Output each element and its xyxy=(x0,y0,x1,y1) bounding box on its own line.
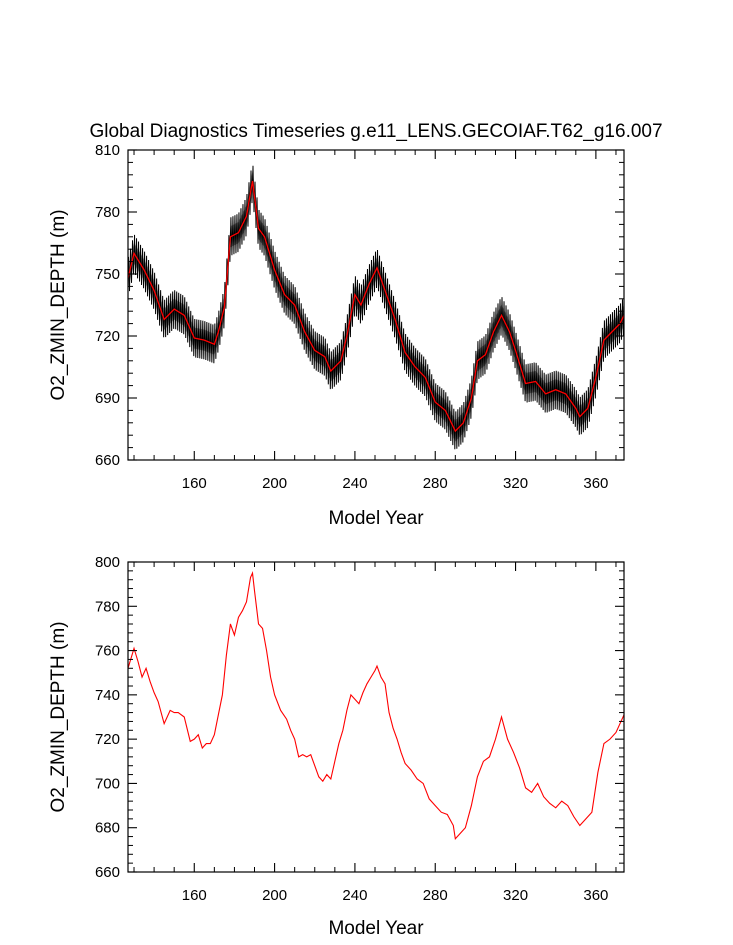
monthly-series-line xyxy=(128,165,624,450)
panel-bottom-ylabel: O2_ZMIN_DEPTH (m) xyxy=(48,621,69,812)
annual-mean-series-line xyxy=(128,180,624,433)
panel-top-xlabel: Model Year xyxy=(328,508,424,529)
figure-title: Global Diagnostics Timeseries g.e11_LENS… xyxy=(89,121,662,142)
monthly-envelope xyxy=(128,170,624,442)
y-tick-label: 780 xyxy=(95,598,120,615)
panel-top-frame xyxy=(127,149,625,461)
y-tick-label: 690 xyxy=(95,390,120,407)
x-tick-label: 320 xyxy=(503,475,528,492)
y-tick-label: 750 xyxy=(95,266,120,283)
panel-bottom-xlabel: Model Year xyxy=(328,918,424,939)
y-tick-label: 760 xyxy=(95,643,120,660)
panel-bottom-ticks: 160 200 240 280 320 360 660 680 700 720 740 760 780 8… xyxy=(95,554,624,904)
x-tick-label: 240 xyxy=(342,887,367,904)
x-tick-label: 320 xyxy=(503,887,528,904)
x-tick-label: 200 xyxy=(262,475,287,492)
y-tick-label: 660 xyxy=(95,864,120,881)
y-tick-label: 810 xyxy=(95,142,120,159)
x-tick-label: 360 xyxy=(583,887,608,904)
panel-top-ticks: 160 200 240 280 320 360 660 690 720 750 780 810 xyxy=(95,142,624,492)
panel-bottom: 160 200 240 280 320 360 660 680 700 720 740 760 780 8… xyxy=(48,554,625,939)
x-tick-label: 280 xyxy=(423,475,448,492)
y-tick-label: 720 xyxy=(95,731,120,748)
y-tick-label: 700 xyxy=(95,775,120,792)
x-tick-label: 200 xyxy=(262,887,287,904)
y-tick-label: 800 xyxy=(95,554,120,571)
y-tick-label: 780 xyxy=(95,204,120,221)
panel-top-series xyxy=(128,165,624,450)
annual-mean-series-line xyxy=(128,571,624,841)
y-tick-label: 740 xyxy=(95,687,120,704)
x-tick-label: 160 xyxy=(182,887,207,904)
y-tick-label: 660 xyxy=(95,452,120,469)
panel-bottom-frame xyxy=(127,561,625,873)
x-tick-label: 360 xyxy=(583,475,608,492)
x-tick-label: 240 xyxy=(342,475,367,492)
x-tick-label: 280 xyxy=(423,887,448,904)
panel-bottom-series xyxy=(128,571,624,841)
y-tick-label: 720 xyxy=(95,328,120,345)
x-tick-label: 160 xyxy=(182,475,207,492)
panel-top-ylabel: O2_ZMIN_DEPTH (m) xyxy=(48,209,69,400)
y-tick-label: 680 xyxy=(95,820,120,837)
panel-top: 160 200 240 280 320 360 660 690 720 750 780 810 Mod… xyxy=(48,142,625,529)
